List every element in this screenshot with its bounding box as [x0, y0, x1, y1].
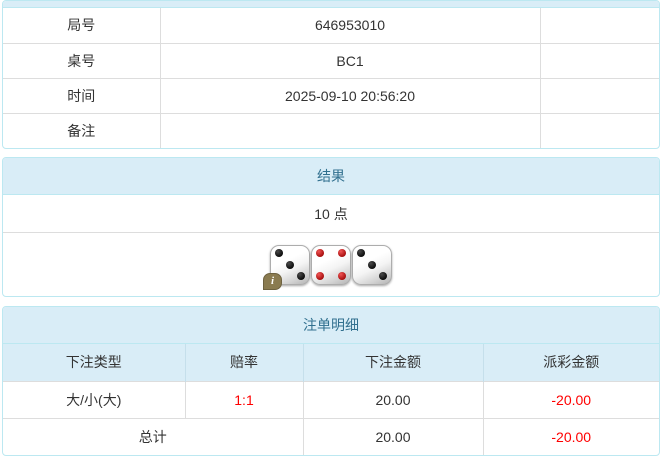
- time-value: 2025-09-10 20:56:20: [160, 77, 541, 113]
- die-pip: [286, 260, 294, 269]
- info-icon[interactable]: i: [263, 272, 282, 290]
- info-panel-heading: [3, 1, 659, 8]
- die-pip: [338, 249, 347, 258]
- total-row: 总计 20.00 -20.00: [3, 417, 659, 455]
- bet-type-value: 大/小(大): [3, 380, 186, 418]
- remark-value: [160, 112, 541, 148]
- die-3-face-3: [352, 244, 392, 285]
- col-bet-amount: 下注金额: [303, 344, 484, 381]
- round-id-label: 局号: [3, 8, 161, 43]
- info-panel: 局号 646953010 桌号 BC1 时间 2025-09-10 20:56:…: [2, 0, 660, 149]
- table-row: 局号 646953010: [3, 8, 659, 43]
- die-pip: [338, 271, 347, 280]
- die-pip: [315, 271, 324, 280]
- col-payout-amount: 派彩金额: [483, 344, 659, 381]
- die-pip: [368, 260, 376, 269]
- total-payout-amount: -20.00: [483, 417, 659, 455]
- result-points: 10 点: [3, 195, 659, 233]
- table-row: 桌号 BC1: [3, 42, 659, 78]
- info-spacer-cell: [540, 77, 659, 113]
- result-panel-title: 结果: [3, 158, 659, 195]
- table-row: 时间 2025-09-10 20:56:20: [3, 77, 659, 113]
- die-pip: [379, 271, 388, 280]
- die-pip: [297, 271, 306, 280]
- remark-label: 备注: [3, 112, 161, 148]
- total-bet-amount: 20.00: [303, 417, 484, 455]
- result-panel: 结果 10 点 i: [2, 157, 660, 297]
- info-spacer-cell: [540, 112, 659, 148]
- total-label: 总计: [3, 417, 304, 455]
- bets-table: 下注类型 赔率 下注金额 派彩金额 大/小(大) 1:1 20.00 -20.0…: [3, 344, 659, 455]
- info-table: 局号 646953010 桌号 BC1 时间 2025-09-10 20:56:…: [3, 8, 659, 148]
- payout-amount-value: -20.00: [483, 380, 659, 418]
- table-id-value: BC1: [160, 42, 541, 78]
- table-id-label: 桌号: [3, 42, 161, 78]
- round-id-value: 646953010: [160, 8, 541, 43]
- die-pip: [274, 249, 283, 258]
- table-row: 备注: [3, 112, 659, 148]
- col-odds: 赔率: [185, 344, 304, 381]
- bet-amount-value: 20.00: [303, 380, 484, 418]
- time-label: 时间: [3, 77, 161, 113]
- col-bet-type: 下注类型: [3, 344, 186, 381]
- info-spacer-cell: [540, 8, 659, 43]
- bets-panel: 注单明细 下注类型 赔率 下注金额 派彩金额 大/小(大) 1:1 20.00 …: [2, 306, 660, 456]
- die-pip: [315, 249, 324, 258]
- dice-row: i: [3, 233, 659, 296]
- info-spacer-cell: [540, 42, 659, 78]
- die-pip: [356, 249, 365, 258]
- table-row: 大/小(大) 1:1 20.00 -20.00: [3, 380, 659, 418]
- die-2-face-4: [311, 244, 351, 285]
- bets-header-row: 下注类型 赔率 下注金额 派彩金额: [3, 344, 659, 381]
- bets-panel-title: 注单明细: [3, 307, 659, 344]
- die-1-face-3: i: [263, 244, 310, 290]
- odds-value: 1:1: [185, 380, 304, 418]
